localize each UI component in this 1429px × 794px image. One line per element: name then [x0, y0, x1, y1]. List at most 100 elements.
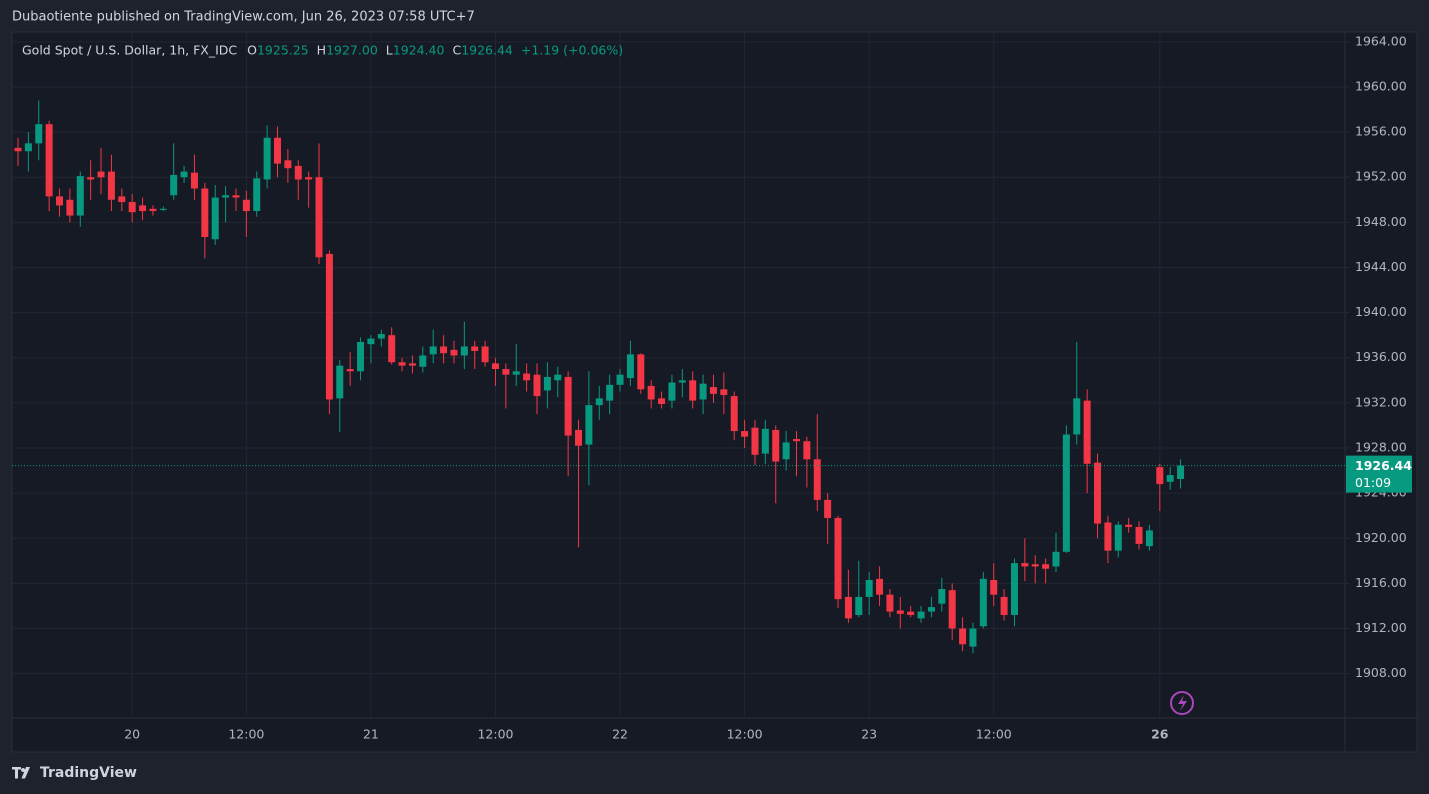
candle-body — [139, 205, 147, 212]
y-tick-label: 1956.00 — [1355, 124, 1407, 139]
candle-body — [242, 199, 250, 212]
candle-body — [585, 405, 593, 445]
alert-icon[interactable] — [1170, 691, 1194, 715]
candle-body — [803, 441, 811, 460]
candle-body — [1125, 524, 1133, 527]
y-tick-label: 1948.00 — [1355, 214, 1407, 229]
candle-body — [876, 578, 884, 595]
candle-body — [440, 346, 448, 354]
y-tick-label: 1932.00 — [1355, 394, 1407, 409]
candle-body — [1021, 563, 1029, 567]
candle-body — [772, 429, 780, 462]
candle-body — [1166, 475, 1174, 482]
candle-body — [305, 177, 313, 180]
legend-key: H — [317, 43, 326, 58]
symbol: Gold Spot / U.S. Dollar, 1h, FX_IDC — [22, 43, 237, 58]
candle-body — [159, 208, 167, 210]
candle-body — [1073, 398, 1081, 435]
candle-body — [1010, 563, 1018, 615]
candle-body — [730, 396, 738, 432]
candle-body — [325, 253, 333, 400]
candle-body — [24, 143, 32, 152]
candle-body — [408, 363, 416, 366]
x-tick-label: 21 — [363, 727, 379, 742]
candle-body — [834, 517, 842, 600]
candle-body — [813, 459, 821, 500]
candle-body — [1156, 467, 1164, 485]
legend-key: L — [386, 43, 393, 58]
brand: TradingView — [40, 765, 137, 781]
candle-body — [149, 208, 157, 212]
y-tick-label: 1908.00 — [1355, 665, 1407, 680]
candle-body — [419, 355, 427, 367]
candle-body — [990, 580, 998, 595]
legend-key: C — [452, 43, 461, 58]
candle-body — [575, 429, 583, 446]
candle-body — [689, 380, 697, 401]
candle-body — [87, 177, 95, 180]
x-tick-label: 12:00 — [727, 727, 763, 742]
y-tick-label: 1952.00 — [1355, 169, 1407, 184]
candle-body — [761, 428, 769, 454]
last-price-box — [1346, 455, 1412, 493]
candle-body — [782, 442, 790, 460]
candle-body — [471, 346, 479, 351]
candle-body — [865, 580, 873, 597]
candle-body — [616, 374, 624, 385]
candle-body — [201, 188, 209, 238]
candle-body — [699, 383, 707, 400]
candle-body — [357, 341, 365, 372]
candle-body — [388, 335, 396, 363]
candle-body — [595, 398, 603, 406]
candle-body — [720, 389, 728, 395]
candle-body — [1052, 551, 1060, 567]
candle-body — [793, 438, 800, 442]
candle-body — [1104, 522, 1112, 551]
candle-body — [253, 178, 261, 212]
candle-body — [66, 199, 74, 216]
candle-body — [97, 171, 105, 178]
candle-body — [533, 374, 541, 397]
candle-body — [1083, 400, 1091, 464]
candle-body — [824, 499, 832, 518]
y-tick-label: 1944.00 — [1355, 259, 1407, 274]
candle-body — [76, 176, 84, 216]
candle-body — [938, 589, 946, 604]
x-tick-label: 12:00 — [976, 727, 1012, 742]
candle-body — [564, 376, 572, 436]
candle-body — [346, 369, 354, 372]
legend-key: O — [247, 43, 257, 58]
candle-body — [294, 165, 302, 180]
last-price-label: 1926.44 — [1355, 458, 1412, 473]
candle-body — [658, 398, 666, 404]
candle-body — [543, 376, 551, 391]
x-tick-label: 22 — [612, 727, 628, 742]
candle-body — [45, 124, 53, 197]
tradingview-logo: TradingView — [12, 765, 137, 781]
candle-body — [336, 365, 344, 399]
candle-body — [751, 427, 759, 455]
candle-body — [948, 590, 956, 629]
candle-body — [274, 137, 281, 164]
legend-value: 1927.00 — [326, 43, 378, 58]
candle-body — [969, 628, 977, 647]
x-tick-label: 23 — [861, 727, 877, 742]
candle-body — [917, 611, 925, 619]
candle-body — [284, 160, 292, 169]
candle-body — [429, 346, 437, 355]
candle-body — [232, 195, 240, 198]
y-tick-label: 1916.00 — [1355, 575, 1407, 590]
candle-body — [886, 594, 894, 612]
candle-body — [844, 596, 852, 619]
candle-body — [1094, 462, 1102, 524]
legend-value: 1925.25 — [257, 43, 309, 58]
legend-value: 1924.40 — [393, 43, 445, 58]
candle-body — [398, 362, 406, 366]
countdown: 01:09 — [1355, 475, 1391, 490]
candle-body — [367, 338, 375, 345]
candle-body — [450, 349, 458, 356]
y-tick-label: 1920.00 — [1355, 530, 1407, 545]
x-tick-label: 26 — [1151, 727, 1169, 742]
legend-change: +1.19 (+0.06%) — [521, 43, 623, 58]
publish-info: Dubaotiente published on TradingView.com… — [12, 10, 475, 25]
